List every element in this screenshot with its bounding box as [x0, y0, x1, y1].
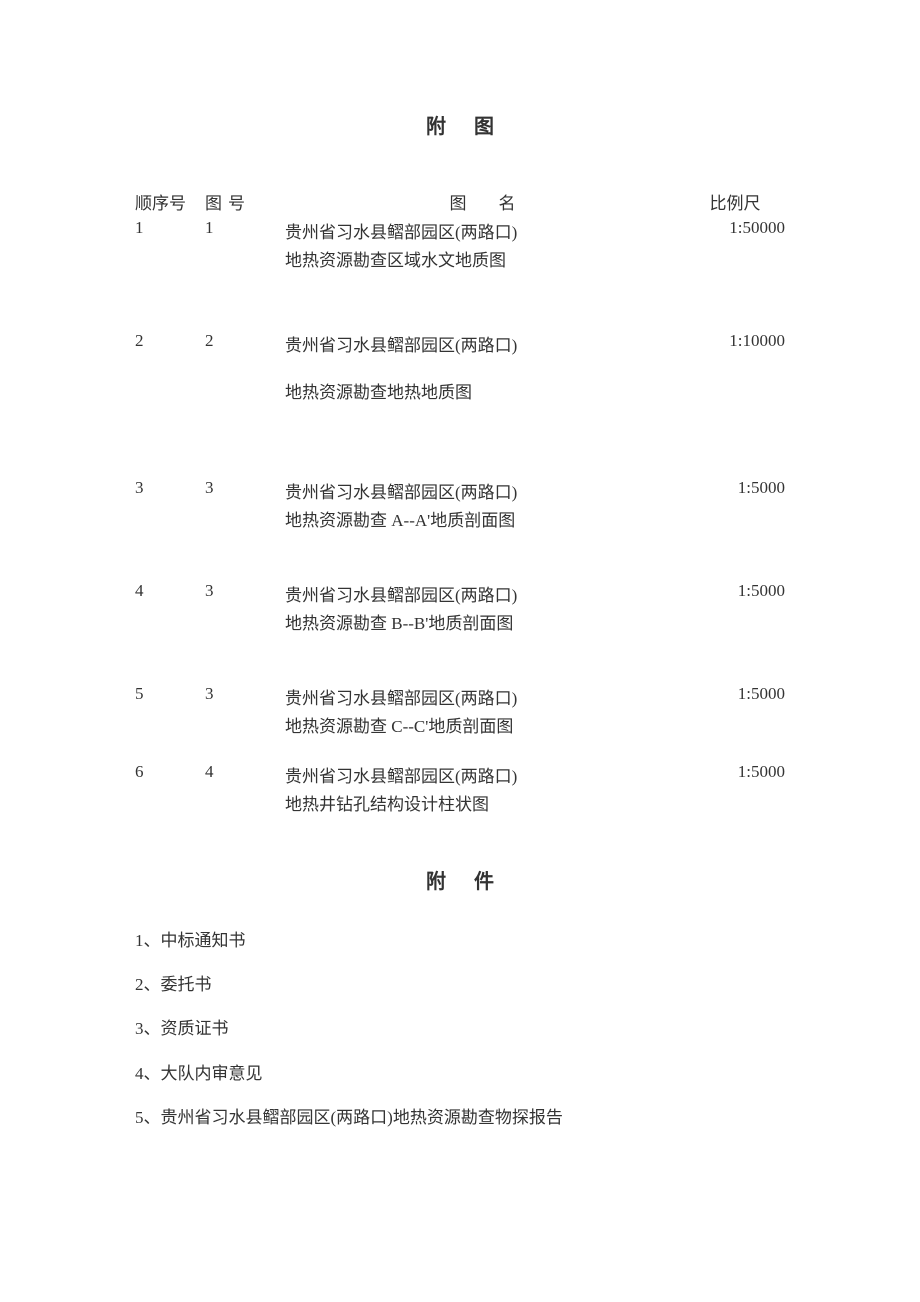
table-row: 4 3 贵州省习水县鳛部园区(两路口) 地热资源勘查 B--B'地质剖面图 1:…	[135, 581, 785, 634]
cell-name-line2: 地热资源勘查 C--C'地质剖面图	[285, 712, 685, 737]
cell-num: 4	[205, 762, 280, 815]
table-header-row: 顺序号 图号 图名 比例尺	[135, 189, 785, 214]
header-name: 图名	[280, 189, 685, 214]
cell-num: 1	[205, 218, 280, 271]
cell-seq: 2	[135, 331, 205, 403]
cell-name-line1: 贵州省习水县鳛部园区(两路口)	[285, 218, 685, 243]
cell-seq: 1	[135, 218, 205, 271]
cell-name-line1: 贵州省习水县鳛部园区(两路口)	[285, 684, 685, 709]
section-1-title: 附图	[135, 110, 785, 139]
header-seq: 顺序号	[135, 189, 205, 214]
cell-name-line2: 地热资源勘查地热地质图	[285, 378, 685, 403]
cell-name-line2: 地热资源勘查 B--B'地质剖面图	[285, 609, 685, 634]
cell-name-line1: 贵州省习水县鳛部园区(两路口)	[285, 581, 685, 606]
cell-scale: 1:5000	[685, 581, 785, 634]
cell-num: 3	[205, 684, 280, 737]
table-row: 3 3 贵州省习水县鳛部园区(两路口) 地热资源勘查 A--A'地质剖面图 1:…	[135, 478, 785, 531]
cell-seq: 3	[135, 478, 205, 531]
cell-scale: 1:5000	[685, 684, 785, 737]
attachment-list: 1、中标通知书 2、委托书 3、资质证书 4、大队内审意见 5、贵州省习水县鳛部…	[135, 919, 785, 1140]
cell-name-line1: 贵州省习水县鳛部园区(两路口)	[285, 331, 685, 356]
cell-seq: 5	[135, 684, 205, 737]
table-row: 1 1 贵州省习水县鳛部园区(两路口) 地热资源勘查区域水文地质图 1:5000…	[135, 218, 785, 271]
table-row: 6 4 贵州省习水县鳛部园区(两路口) 地热井钻孔结构设计柱状图 1:5000	[135, 762, 785, 815]
cell-seq: 4	[135, 581, 205, 634]
cell-name: 贵州省习水县鳛部园区(两路口) 地热资源勘查 A--A'地质剖面图	[280, 478, 685, 531]
cell-name-line2: 地热资源勘查 A--A'地质剖面图	[285, 506, 685, 531]
cell-num: 3	[205, 478, 280, 531]
attachment-item: 5、贵州省习水县鳛部园区(两路口)地热资源勘查物探报告	[135, 1096, 785, 1140]
cell-scale: 1:10000	[685, 331, 785, 403]
cell-name: 贵州省习水县鳛部园区(两路口) 地热资源勘查区域水文地质图	[280, 218, 685, 271]
cell-name-line2: 地热井钻孔结构设计柱状图	[285, 790, 685, 815]
attachment-item: 4、大队内审意见	[135, 1052, 785, 1096]
cell-name-line1: 贵州省习水县鳛部园区(两路口)	[285, 478, 685, 503]
section-2-title: 附件	[135, 865, 785, 894]
cell-name: 贵州省习水县鳛部园区(两路口) 地热资源勘查地热地质图	[280, 331, 685, 403]
cell-scale: 1:5000	[685, 762, 785, 815]
header-num: 图号	[205, 189, 280, 214]
cell-name: 贵州省习水县鳛部园区(两路口) 地热资源勘查 C--C'地质剖面图	[280, 684, 685, 737]
header-scale: 比例尺	[685, 189, 785, 214]
table-row: 2 2 贵州省习水县鳛部园区(两路口) 地热资源勘查地热地质图 1:10000	[135, 331, 785, 403]
table-row: 5 3 贵州省习水县鳛部园区(两路口) 地热资源勘查 C--C'地质剖面图 1:…	[135, 684, 785, 737]
cell-name-line1: 贵州省习水县鳛部园区(两路口)	[285, 762, 685, 787]
cell-num: 2	[205, 331, 280, 403]
cell-scale: 1:50000	[685, 218, 785, 271]
attachment-item: 2、委托书	[135, 963, 785, 1007]
cell-seq: 6	[135, 762, 205, 815]
cell-scale: 1:5000	[685, 478, 785, 531]
cell-name: 贵州省习水县鳛部园区(两路口) 地热井钻孔结构设计柱状图	[280, 762, 685, 815]
cell-name: 贵州省习水县鳛部园区(两路口) 地热资源勘查 B--B'地质剖面图	[280, 581, 685, 634]
cell-name-line2: 地热资源勘查区域水文地质图	[285, 246, 685, 271]
cell-num: 3	[205, 581, 280, 634]
attachment-item: 3、资质证书	[135, 1007, 785, 1051]
attachment-item: 1、中标通知书	[135, 919, 785, 963]
